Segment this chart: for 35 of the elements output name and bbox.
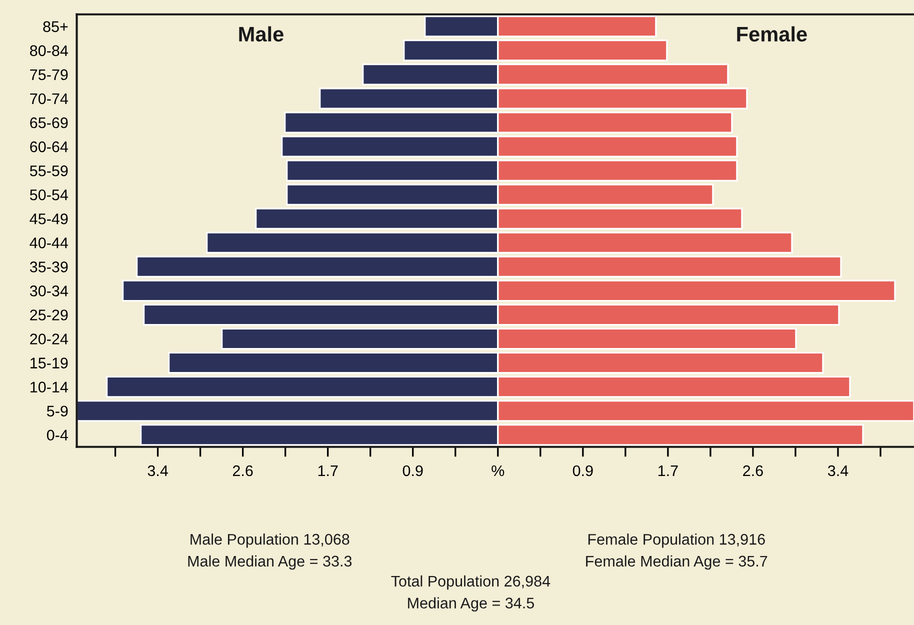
x-tick-label: %	[492, 465, 504, 476]
y-tick-label: 35-39	[30, 262, 68, 272]
x-tick-label: 1.7	[318, 465, 338, 476]
x-tick-label: 0.9	[572, 465, 593, 476]
y-tick-label: 70-74	[30, 93, 68, 104]
x-tick-label: 1.7	[658, 465, 678, 476]
y-tick-label: 55-59	[30, 165, 68, 176]
text: Median Age = 34.5	[408, 597, 534, 612]
y-tick-label: 60-64	[30, 141, 68, 152]
y-tick-label: 50-54	[30, 189, 68, 200]
x-tick-label: 2.6	[232, 465, 253, 476]
y-tick-label: 0-4	[46, 430, 68, 441]
y-tick-label: 15-19	[30, 358, 68, 368]
x-tick-label: 3.4	[828, 465, 848, 476]
y-tick-label: 25-29	[30, 310, 68, 320]
text: Male Median Age = 33.3	[188, 555, 352, 570]
text: Male	[239, 26, 284, 42]
y-tick-label: 65-69	[30, 117, 68, 128]
y-tick-label: 5-9	[46, 406, 68, 417]
y-tick-label: 45-49	[30, 213, 68, 224]
y-tick-label: 30-34	[30, 286, 68, 296]
y-tick-label: 20-24	[30, 334, 68, 344]
text: Male Population 13,068	[190, 534, 350, 548]
text: Total Population 26,984	[391, 575, 550, 590]
text: Female Population 13,916	[588, 534, 765, 548]
x-tick-label: 0.9	[402, 465, 423, 476]
y-tick-label: 80-84	[30, 45, 68, 56]
series-label: Female	[737, 26, 807, 42]
y-tick-label: 75-79	[30, 69, 68, 80]
text: Female Median Age = 35.7	[586, 555, 768, 570]
x-tick-label: 3.4	[148, 465, 168, 476]
y-tick-label: 40-44	[30, 238, 68, 248]
y-tick-label: 85+	[43, 21, 68, 32]
y-tick-label: 10-14	[30, 382, 68, 392]
x-tick-label: 2.6	[743, 465, 763, 476]
